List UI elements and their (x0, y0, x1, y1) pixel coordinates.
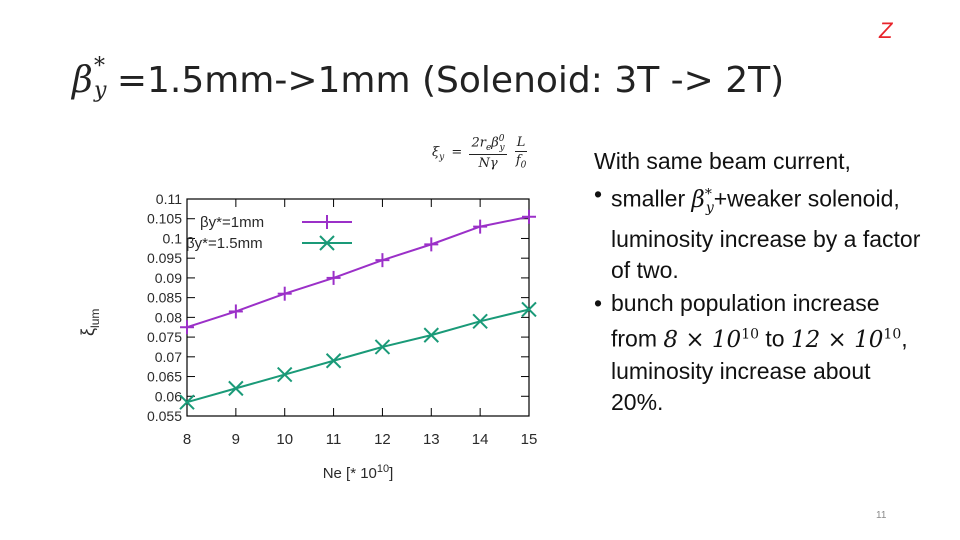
y-tick-label: 0.07 (155, 349, 182, 365)
bullet-item-1: smaller β*y+weaker solenoid, luminosity … (594, 179, 924, 286)
bullet-text: With same beam current, smaller β*y+weak… (594, 146, 924, 418)
bullet-intro: With same beam current, (594, 148, 851, 174)
data-point-x (228, 380, 244, 397)
data-point-x (374, 339, 391, 355)
data-point-x (319, 235, 335, 251)
data-point-x (521, 301, 537, 318)
y-tick-label: 0.06 (155, 388, 182, 404)
legend-label-2: βy*=1.5mm (186, 235, 263, 252)
data-point-x (423, 327, 439, 343)
data-point-x (277, 366, 293, 383)
x-tick-label: 10 (276, 431, 293, 448)
y-axis-label: ξlum (78, 309, 102, 336)
y-tick-label: 0.075 (147, 329, 182, 345)
data-point-x (472, 313, 488, 330)
y-tick-label: 0.095 (147, 250, 182, 266)
x-tick-label: 15 (521, 431, 538, 448)
x-tick-label: 11 (326, 431, 342, 448)
plot-frame (186, 198, 530, 417)
y-tick-label: 0.11 (156, 191, 182, 207)
title-beta-symbol: β * y (72, 54, 107, 103)
data-point-x (179, 394, 195, 410)
series-line-2 (186, 308, 530, 404)
y-tick-label: 0.065 (147, 369, 182, 385)
bullet-item-2: bunch population increase from 8 × 1010 … (594, 288, 924, 418)
page-number: 11 (876, 510, 887, 521)
title-text: =1.5mm->1mm (Solenoid: 3T -> 2T) (116, 60, 785, 101)
legend-label-1: βy*=1mm (200, 214, 264, 231)
y-tick-label: 0.085 (147, 290, 182, 306)
y-tick-label: 0.055 (147, 408, 182, 424)
data-point-x (325, 353, 342, 369)
x-tick-label: 9 (232, 431, 240, 448)
y-tick-label: 0.09 (155, 270, 182, 286)
y-tick-label: 0.105 (147, 211, 182, 227)
x-tick-label: 14 (472, 431, 489, 448)
y-tick-label: 0.08 (155, 309, 182, 325)
slide-title: β * y =1.5mm->1mm (Solenoid: 3T -> 2T) (72, 54, 785, 103)
x-tick-label: 13 (423, 431, 440, 448)
x-tick-label: 12 (374, 431, 391, 448)
corner-tag: Z (879, 18, 893, 43)
x-tick-label: 8 (183, 431, 191, 448)
y-tick-label: 0.1 (163, 230, 183, 246)
x-axis-label: Ne [* 1010] (323, 463, 394, 482)
beam-beam-formula: ξy = 2reβ0y Nγ L f0 (432, 134, 528, 171)
series-line-1 (186, 215, 530, 329)
